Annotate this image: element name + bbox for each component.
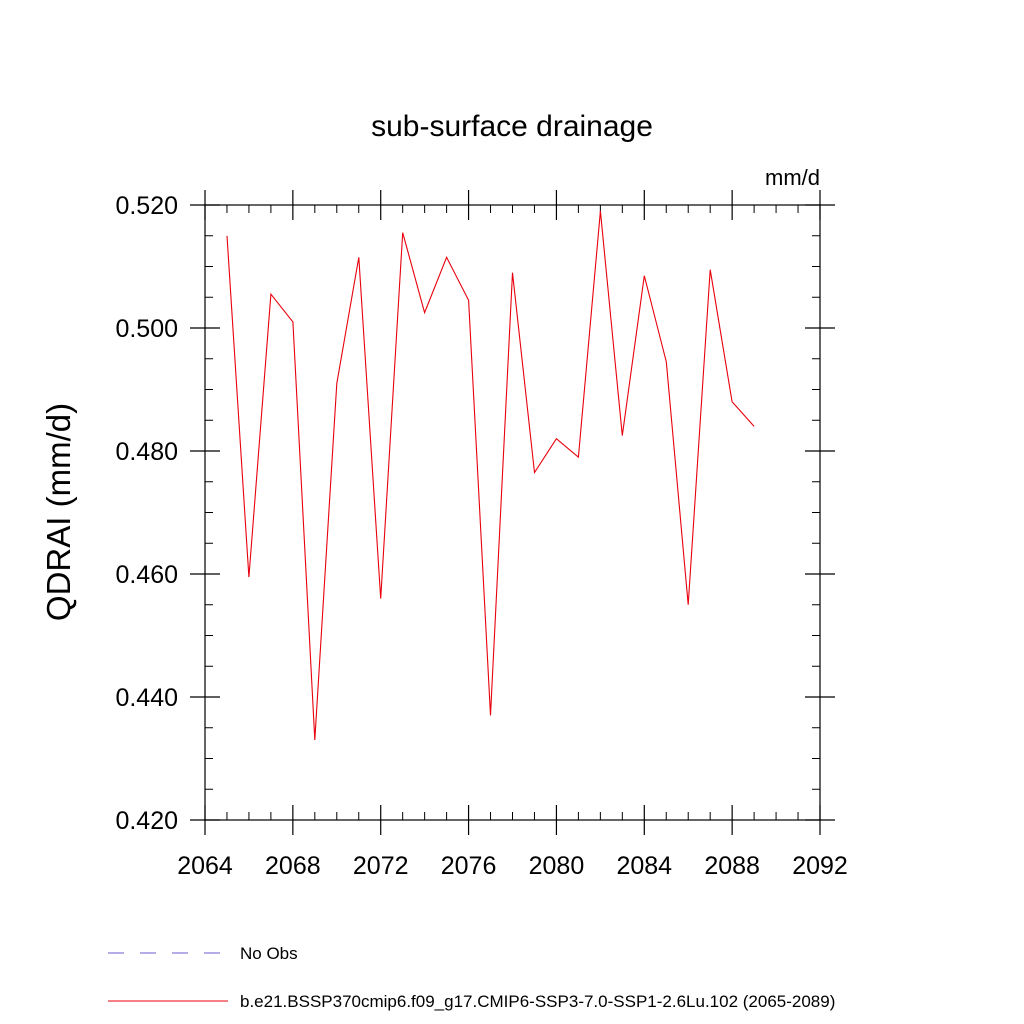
x-tick-label: 2092 (792, 852, 848, 880)
y-tick-label: 0.500 (115, 315, 178, 343)
chart-title: sub-surface drainage (371, 110, 653, 143)
y-tick-label: 0.520 (115, 192, 178, 220)
series-line-1 (226, 211, 755, 741)
x-tick-label: 2072 (353, 852, 409, 880)
y-tick-label: 0.420 (115, 807, 178, 835)
x-tick-label: 2068 (265, 852, 321, 880)
axis-ticks (190, 190, 835, 835)
x-tick-labels: 2064 2068 2072 2076 2080 2084 2088 2092 (177, 852, 848, 880)
y-tick-label: 0.460 (115, 561, 178, 589)
series-group (226, 211, 755, 741)
y-tick-label: 0.480 (115, 438, 178, 466)
y-axis-label: QDRAI (mm/d) (40, 403, 77, 621)
y-tick-label: 0.440 (115, 684, 178, 712)
legend-label-2: b.e21.BSSP370cmip6.f09_g17.CMIP6-SSP3-7.… (240, 992, 835, 1011)
x-tick-label: 2076 (441, 852, 497, 880)
legend: No Obs b.e21.BSSP370cmip6.f09_g17.CMIP6-S… (108, 944, 835, 1011)
x-tick-label: 2088 (704, 852, 760, 880)
legend-label-1: No Obs (240, 944, 298, 963)
x-tick-label: 2064 (177, 852, 233, 880)
x-tick-label: 2084 (616, 852, 672, 880)
plot-frame (204, 204, 821, 821)
units-label: mm/d (765, 165, 820, 190)
y-tick-labels: 0.420 0.440 0.460 0.480 0.500 0.520 (115, 192, 178, 835)
x-tick-label: 2080 (529, 852, 585, 880)
